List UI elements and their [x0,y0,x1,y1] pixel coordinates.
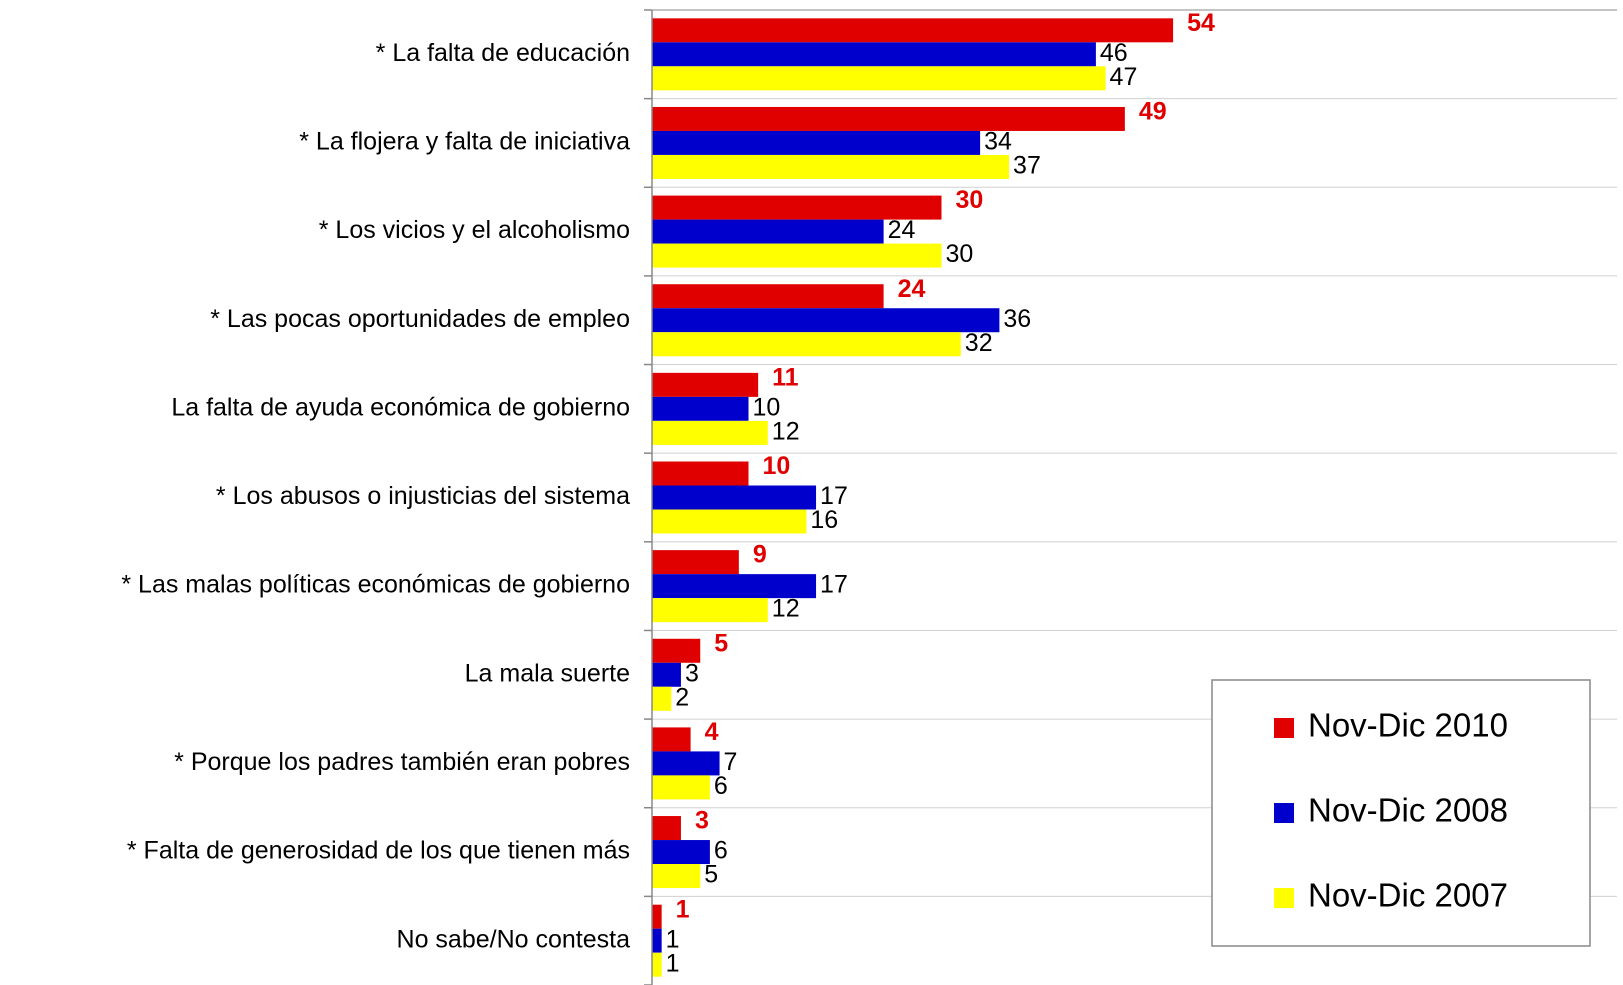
bar [652,284,884,309]
value-label: 3 [695,807,709,835]
bar [652,727,691,752]
bar [652,485,817,510]
bar [652,243,942,268]
value-label: 7 [724,748,738,776]
value-label: 30 [956,186,984,214]
category-label: La mala suerte [465,659,630,687]
legend-label: Nov-Dic 2010 [1308,707,1508,744]
value-label: 16 [810,506,838,534]
bar [652,219,884,244]
value-label: 47 [1110,63,1138,91]
bar [652,598,768,623]
bar [652,66,1106,91]
bar [652,904,662,929]
value-label: 6 [714,772,728,800]
bar [652,574,817,599]
legend-swatch [1274,888,1294,908]
value-label: 32 [965,329,993,357]
value-label: 6 [714,837,728,865]
value-label: 1 [666,925,680,953]
value-label: 34 [984,128,1012,156]
value-label: 3 [685,659,699,687]
bar [652,154,1010,179]
category-label: * La falta de educación [376,39,630,67]
value-label: 30 [946,240,974,268]
bar [652,662,681,687]
bar [652,638,701,663]
value-label: 5 [714,629,728,657]
bar [652,816,681,841]
bar [652,461,749,486]
bar [652,396,749,421]
value-label: 9 [753,541,767,569]
value-label: 37 [1013,152,1041,180]
value-label: 2 [675,683,689,711]
legend-swatch [1274,718,1294,738]
bar [652,420,768,445]
category-label: * Los abusos o injusticias del sistema [216,482,630,510]
bar [652,130,981,155]
bar [652,775,710,800]
category-label: * La flojera y falta de iniciativa [299,128,630,156]
bar [652,308,1000,333]
value-label: 24 [898,275,926,303]
bar [652,372,759,397]
value-label: 11 [772,363,799,391]
bar [652,686,672,711]
category-label: * Las malas políticas económicas de gobi… [121,571,630,599]
value-label: 24 [888,216,916,244]
category-label: * Falta de generosidad de los que tienen… [127,837,630,865]
legend-swatch [1274,803,1294,823]
bar [652,18,1174,43]
value-label: 17 [820,571,848,599]
value-label: 17 [820,482,848,510]
category-label: * Porque los padres también eran pobres [174,748,630,776]
bar [652,840,710,865]
bar [652,550,739,575]
value-label: 4 [705,718,719,746]
category-label: * Las pocas oportunidades de empleo [210,305,630,333]
bar [652,106,1125,131]
bar [652,509,807,534]
bar [652,751,720,776]
legend-label: Nov-Dic 2007 [1308,877,1508,914]
value-label: 54 [1187,9,1215,37]
bar [652,195,942,220]
value-label: 12 [772,595,800,623]
category-label: No sabe/No contesta [397,925,631,953]
bar [652,332,961,357]
value-label: 5 [704,861,718,889]
value-label: 49 [1139,98,1167,126]
value-label: 12 [772,417,800,445]
bar [652,928,662,953]
value-label: 36 [1003,305,1031,333]
value-label: 10 [753,393,781,421]
value-label: 10 [763,452,791,480]
value-label: 1 [666,949,680,977]
bar [652,42,1096,67]
bar [652,952,662,977]
value-label: 1 [676,895,690,923]
category-label: * Los vicios y el alcoholismo [319,216,630,244]
category-label: La falta de ayuda económica de gobierno [171,393,630,421]
bar [652,864,701,889]
value-label: 46 [1100,39,1128,67]
legend-label: Nov-Dic 2008 [1308,792,1508,829]
